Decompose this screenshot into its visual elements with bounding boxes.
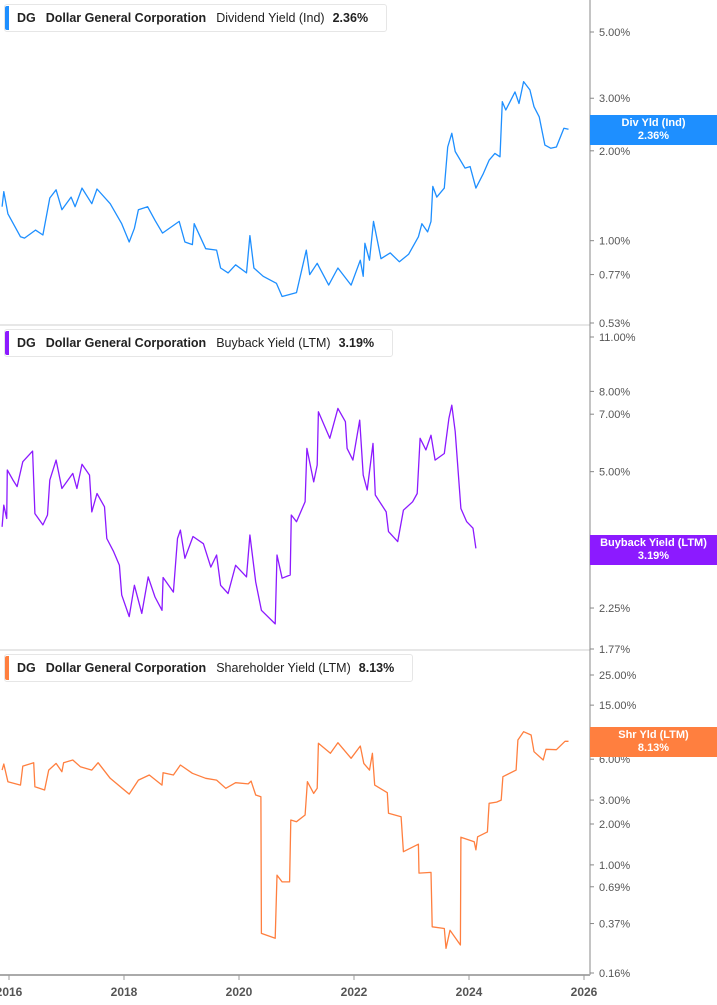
- y-tick-label: 1.00%: [599, 860, 630, 872]
- y-tick-label: 7.00%: [599, 409, 630, 421]
- y-tick-label: 8.00%: [599, 386, 630, 398]
- x-tick-label: 2020: [226, 985, 253, 999]
- legend-ticker: DG: [17, 336, 36, 350]
- y-tick-label: 2.25%: [599, 603, 630, 615]
- y-tick-label: 5.00%: [599, 467, 630, 479]
- y-tick-label: 0.37%: [599, 919, 630, 931]
- tag-value: 8.13%: [637, 742, 670, 754]
- y-tick-label: 2.00%: [599, 819, 630, 831]
- legend-dividend-yield[interactable]: DG Dollar General Corporation Dividend Y…: [4, 4, 388, 32]
- tag-value: 2.36%: [637, 130, 670, 142]
- y-tick-label: 0.16%: [599, 968, 630, 980]
- y-tick-label: 15.00%: [599, 700, 637, 712]
- y-tick-label: 0.53%: [599, 318, 630, 330]
- legend-metric: Dividend Yield (Ind): [216, 11, 325, 25]
- x-tick-label: 2016: [0, 985, 23, 999]
- y-tick-label: 1.00%: [599, 236, 630, 248]
- y-tick-label: 6.00%: [599, 754, 630, 766]
- y-tick-label: 11.00%: [599, 332, 636, 344]
- legend-metric: Buyback Yield (LTM): [216, 336, 331, 350]
- x-tick-label: 2018: [111, 985, 138, 999]
- series-line-buyback-yield-ltm: [1, 404, 477, 625]
- tag-value: 3.19%: [637, 550, 670, 562]
- y-tick-label: 25.00%: [599, 670, 637, 682]
- y-tick-label: 1.77%: [599, 644, 630, 656]
- legend-value: 8.13%: [358, 661, 395, 675]
- y-tick-label: 0.69%: [599, 882, 630, 894]
- tag-label: Buyback Yield (LTM): [600, 537, 707, 549]
- legend-company: Dollar General Corporation: [45, 661, 207, 675]
- y-tick-label: 3.00%: [599, 93, 630, 105]
- legend-shareholder-yield[interactable]: DG Dollar General Corporation Shareholde…: [4, 654, 414, 682]
- y-tick-label: 2.00%: [599, 146, 630, 158]
- y-tick-label: 3.00%: [599, 795, 630, 807]
- x-tick-label: 2024: [456, 985, 483, 999]
- x-tick-label: 2022: [341, 985, 368, 999]
- legend-metric: Shareholder Yield (LTM): [216, 661, 351, 675]
- legend-company: Dollar General Corporation: [45, 11, 207, 25]
- legend-buyback-yield[interactable]: DG Dollar General Corporation Buyback Yi…: [4, 329, 394, 357]
- y-tick-label: 5.00%: [599, 27, 630, 39]
- series-color-marker: [5, 6, 9, 30]
- legend-ticker: DG: [17, 661, 36, 675]
- last-value-tag-buyback: Buyback Yield (LTM) 3.19%: [590, 535, 717, 565]
- legend-value: 2.36%: [332, 11, 369, 25]
- tag-label: Div Yld (Ind): [621, 117, 686, 129]
- series-color-marker: [5, 331, 9, 355]
- series-color-marker: [5, 656, 9, 680]
- legend-company: Dollar General Corporation: [45, 336, 207, 350]
- last-value-tag-dividend: Div Yld (Ind) 2.36%: [590, 115, 717, 145]
- series-line-dividend-yield-ind: [1, 80, 569, 298]
- tag-label: Shr Yld (LTM): [618, 729, 689, 741]
- y-tick-label: 0.77%: [599, 270, 630, 282]
- legend-ticker: DG: [17, 11, 36, 25]
- series-line-shareholder-yield-ltm: [1, 731, 569, 949]
- last-value-tag-shareholder: Shr Yld (LTM) 8.13%: [590, 727, 717, 757]
- legend-value: 3.19%: [338, 336, 375, 350]
- x-tick-label: 2026: [571, 985, 598, 999]
